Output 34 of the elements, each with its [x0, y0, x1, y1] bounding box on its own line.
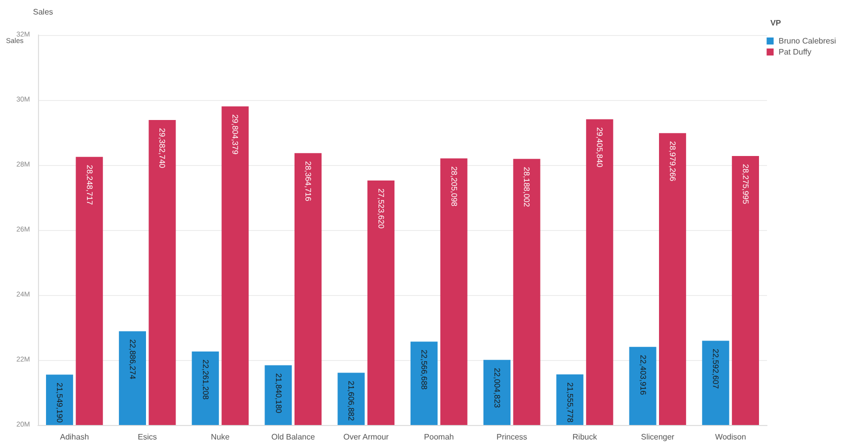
data-label: 22,261,208	[200, 360, 210, 400]
data-label: 28,188,002	[522, 166, 532, 208]
data-label: 22,886,274	[128, 339, 137, 380]
x-tick-label: Slicenger	[640, 432, 675, 442]
data-label: 29,382,740	[158, 128, 167, 169]
x-tick-label: Esics	[138, 432, 157, 442]
data-label: 29,405,840	[595, 127, 604, 168]
data-label: 21,840,180	[274, 373, 283, 414]
x-tick-label: Adihash	[60, 432, 89, 442]
legend-label: Bruno Calebresi	[778, 36, 836, 46]
data-label: 28,205,098	[449, 166, 458, 207]
x-tick-label: Princess	[496, 432, 528, 442]
data-label: 22,592,607	[711, 348, 720, 390]
data-label: 27,523,620	[376, 188, 386, 230]
data-label: 22,403,916	[638, 354, 648, 396]
data-label: 21,606,882	[346, 380, 356, 422]
x-tick-label: Over Armour	[343, 432, 390, 442]
x-tick-label: Poomah	[424, 432, 454, 442]
legend-label: Pat Duffy	[778, 48, 812, 56]
data-label: 28,275,995	[740, 164, 750, 205]
data-label: 28,248,717	[84, 164, 94, 206]
data-label: 22,004,823	[492, 368, 502, 408]
data-label: 21,555,778	[565, 382, 574, 424]
x-tick-label: Old Balance	[271, 432, 316, 442]
chart-title: Sales	[33, 8, 54, 16]
legend-title: VP	[770, 18, 782, 28]
data-label: 29,804,379	[230, 114, 240, 155]
data-label: 28,979,266	[668, 141, 678, 182]
data-label: 28,364,716	[304, 161, 313, 202]
x-tick-label: Nuke	[210, 432, 230, 442]
data-label: 22,566,688	[420, 350, 429, 390]
data-label: 21,549,190	[55, 382, 64, 424]
x-tick-label: Ribuck	[572, 432, 598, 442]
x-tick-label: Wodison	[715, 432, 746, 442]
